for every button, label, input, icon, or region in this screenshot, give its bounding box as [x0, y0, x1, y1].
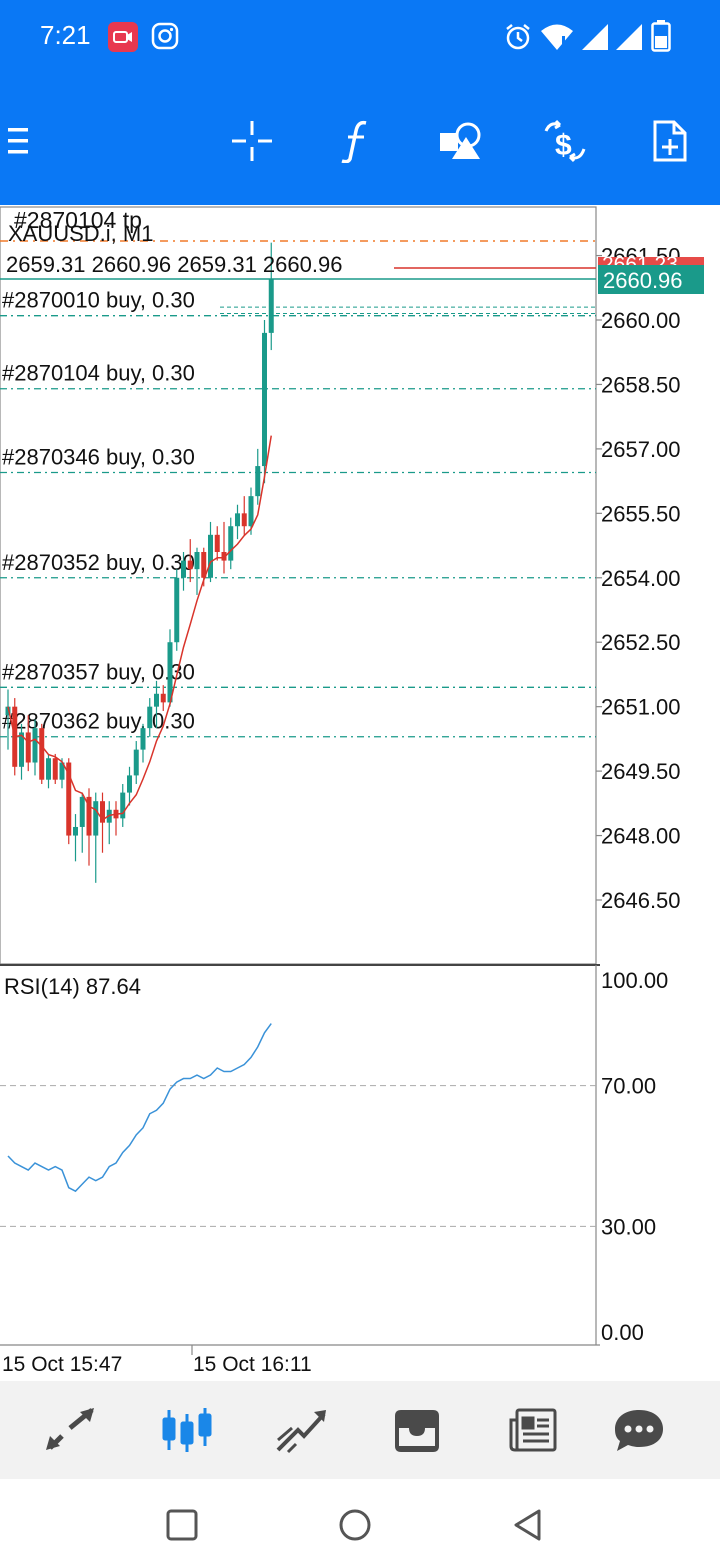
- rsi-axis-label: 100.00: [601, 968, 668, 993]
- candle: [208, 521, 213, 583]
- candle: [140, 723, 146, 763]
- candle: [154, 680, 159, 729]
- candle: [32, 719, 38, 776]
- candle: [262, 320, 267, 484]
- candle: [181, 552, 186, 591]
- price-axis-label: 2654.00: [601, 566, 681, 591]
- bid-price-box: [598, 265, 704, 294]
- candle: [187, 539, 193, 583]
- candle: [120, 784, 126, 827]
- candle: [93, 792, 99, 883]
- order-label: #2870346 buy, 0.30: [2, 445, 195, 470]
- back-icon[interactable]: [498, 1497, 558, 1553]
- time-label-1: 15 Oct 15:47: [2, 1353, 122, 1376]
- candle: [106, 801, 112, 845]
- price-axis-label: 2657.00: [601, 437, 681, 462]
- rsi-axis-label: 70.00: [601, 1074, 656, 1099]
- candle: [52, 753, 58, 784]
- instagram-icon: [151, 22, 179, 55]
- candle: [19, 723, 24, 780]
- rsi-axis-label: 0.00: [601, 1320, 644, 1345]
- candle: [113, 801, 119, 836]
- price-axis-label: 2652.50: [601, 630, 681, 655]
- candle: [133, 741, 139, 784]
- price-axis-label: 2658.50: [601, 372, 681, 397]
- bid-price-label: 2660.96: [603, 268, 683, 293]
- candle: [268, 242, 274, 351]
- tp-label: #2870104 tp: [14, 207, 142, 233]
- order-label: #2870352 buy, 0.30: [2, 550, 195, 575]
- price-axis-label: 2660.00: [601, 308, 681, 333]
- status-bar: 7:21: [0, 0, 720, 75]
- order-label: #2870357 buy, 0.30: [2, 659, 195, 684]
- rsi-axis-label: 30.00: [601, 1214, 656, 1239]
- trade-chart-icon[interactable]: [267, 1399, 337, 1461]
- candle: [235, 504, 240, 540]
- screen-record-icon: [108, 22, 138, 57]
- candle: [79, 792, 85, 853]
- candle: [214, 526, 220, 561]
- svg-text:$: $: [555, 129, 572, 162]
- price-axis-label: 2651.00: [601, 695, 681, 720]
- candle: [100, 792, 105, 853]
- toolbar: $: [0, 75, 720, 205]
- candle: [255, 448, 261, 505]
- chat-icon[interactable]: [604, 1399, 674, 1461]
- wifi-icon: [540, 22, 574, 57]
- price-axis-label: 2649.50: [601, 759, 681, 784]
- candle: [127, 766, 132, 806]
- candle: [39, 723, 45, 784]
- candle: [228, 517, 234, 570]
- rsi-line: [7, 1023, 272, 1193]
- candle: [25, 715, 31, 772]
- chart-candles-icon[interactable]: [152, 1399, 222, 1461]
- time-label-2: 15 Oct 16:11: [193, 1353, 312, 1376]
- candle: [221, 521, 227, 574]
- order-label: #2870362 buy, 0.30: [2, 709, 195, 734]
- candle: [248, 487, 254, 535]
- ohlc-label: 2659.31 2660.96 2659.31 2660.96: [6, 252, 342, 277]
- candle: [194, 547, 200, 595]
- signal-icon: [580, 22, 610, 57]
- menu-icon[interactable]: [0, 111, 48, 171]
- candle: [46, 753, 51, 789]
- order-label: #2870010 buy, 0.30: [2, 288, 195, 313]
- signal-icon: [614, 22, 644, 57]
- price-axis-label: 2646.50: [601, 888, 681, 913]
- candle: [160, 685, 166, 711]
- status-time: 7:21: [40, 20, 91, 50]
- recents-icon[interactable]: [152, 1497, 212, 1553]
- quotes-icon[interactable]: [37, 1399, 107, 1461]
- home-icon[interactable]: [325, 1497, 385, 1553]
- chart-area[interactable]: #2870010 buy, 0.30 #2870104 buy, 0.30 #287…: [0, 205, 720, 1380]
- battery-icon: [651, 20, 671, 57]
- candle: [86, 788, 92, 866]
- candle: [73, 814, 78, 862]
- candle: [167, 629, 173, 707]
- order-label: #2870104 buy, 0.30: [2, 361, 195, 386]
- trade-icon[interactable]: $: [535, 111, 595, 171]
- price-axis-label: 2648.00: [601, 824, 681, 849]
- candle: [174, 569, 180, 651]
- symbol-label: XAUUSD.i, M1: [8, 221, 153, 246]
- bottom-navigation: [0, 1381, 720, 1479]
- price-axis-label: 2655.50: [601, 501, 681, 526]
- candle: [241, 496, 247, 535]
- alarm-icon: [503, 22, 533, 57]
- objects-icon[interactable]: [430, 111, 490, 171]
- system-navigation-bar: [0, 1479, 720, 1568]
- news-icon[interactable]: [498, 1399, 568, 1461]
- crosshair-icon[interactable]: [222, 111, 282, 171]
- rsi-label: RSI(14) 87.64: [4, 974, 141, 999]
- new-order-icon[interactable]: [640, 111, 700, 171]
- indicators-icon[interactable]: [326, 111, 386, 171]
- candle: [147, 698, 153, 737]
- moving-average-line: [7, 435, 272, 821]
- history-icon[interactable]: [382, 1399, 452, 1461]
- candle: [5, 689, 11, 750]
